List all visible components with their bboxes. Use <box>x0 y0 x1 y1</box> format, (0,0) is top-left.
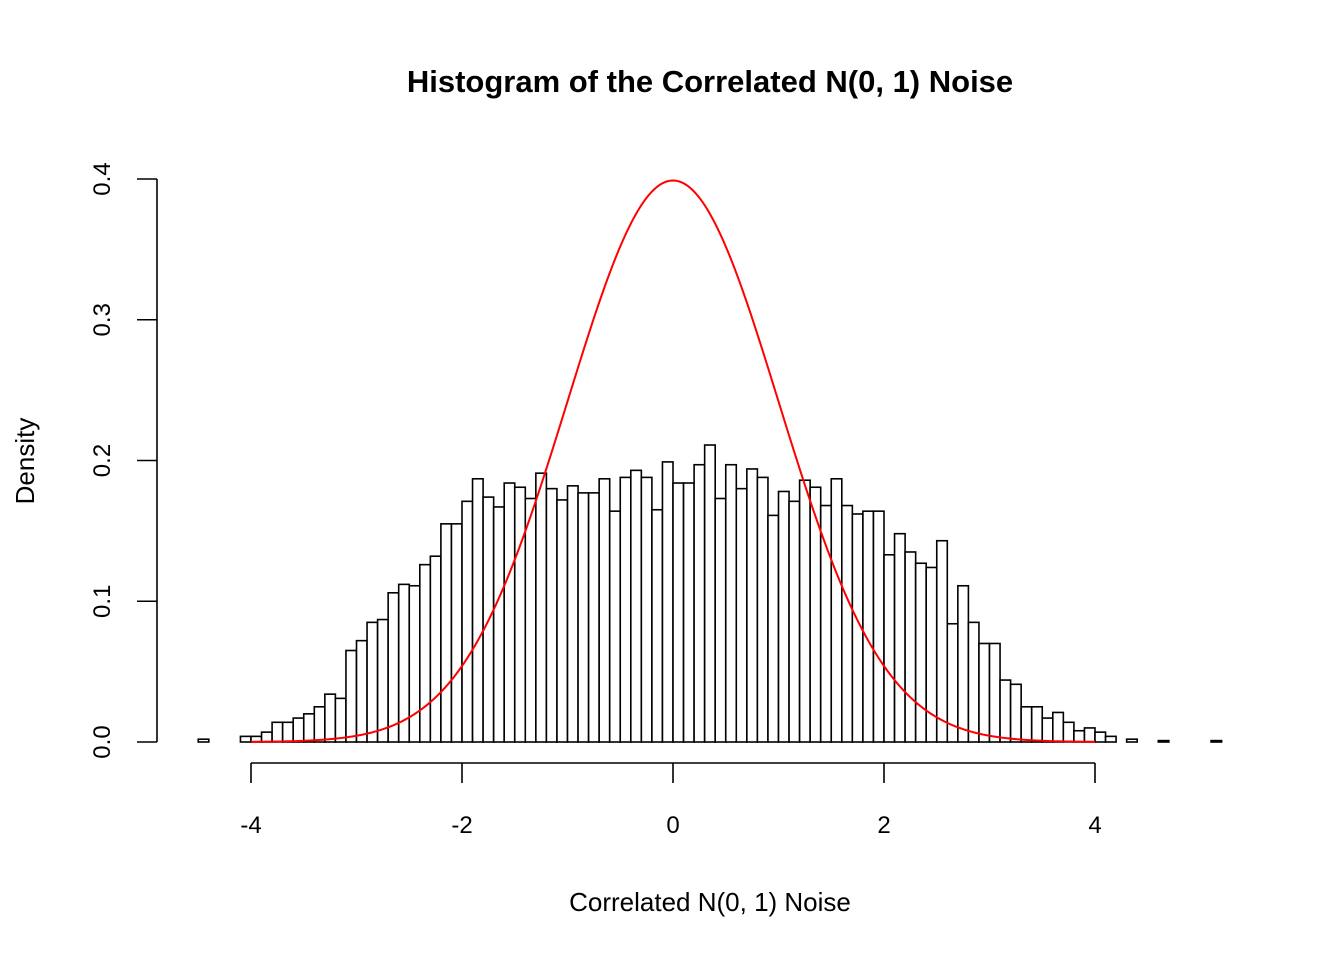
histogram-bar <box>450 523 463 743</box>
histogram-bar <box>440 523 453 743</box>
y-axis: 0.0 0.1 0.2 0.3 0.4 <box>89 162 158 759</box>
x-axis-title: Correlated N(0, 1) Noise <box>569 887 851 917</box>
histogram-bar <box>904 551 917 743</box>
histogram-bar <box>503 482 516 743</box>
histogram-bar <box>830 477 843 743</box>
y-axis-title: Density <box>10 418 40 505</box>
x-tick-label: 2 <box>877 812 890 839</box>
x-tick-label: 4 <box>1088 812 1101 839</box>
histogram-bar <box>292 717 305 743</box>
histogram-bar <box>566 485 579 743</box>
histogram-bar <box>366 621 379 743</box>
histogram-bar <box>556 499 569 743</box>
histogram-bar <box>767 514 780 743</box>
histogram-bar <box>598 477 611 743</box>
y-tick-label: 0.2 <box>89 444 116 477</box>
histogram-bar <box>978 642 991 743</box>
y-tick-label: 0.3 <box>89 303 116 336</box>
histogram-bar <box>1030 706 1044 743</box>
histogram-bar <box>967 621 980 743</box>
histogram-bar <box>535 472 548 743</box>
x-tick-label: 0 <box>666 812 679 839</box>
histogram-bar <box>461 500 474 743</box>
histogram-bars <box>197 444 1223 743</box>
histogram-bar <box>355 639 368 743</box>
histogram-bar <box>619 476 632 743</box>
histogram-bar <box>376 618 389 743</box>
histogram-bar <box>545 487 558 743</box>
histogram-bar <box>661 461 674 743</box>
normal-density-curve <box>250 179 1096 743</box>
histogram-bar <box>387 592 400 743</box>
y-tick-label: 0.0 <box>89 725 116 758</box>
histogram-bar <box>1094 731 1107 743</box>
histogram-bar <box>724 463 738 743</box>
histogram-bar <box>1052 711 1065 743</box>
histogram-bar <box>798 479 811 743</box>
histogram-bar <box>957 584 970 743</box>
histogram-bar <box>471 477 484 743</box>
histogram-bar <box>693 463 706 743</box>
histogram-bar <box>914 562 928 743</box>
histogram-bar <box>587 492 600 743</box>
histogram-bar <box>1157 739 1170 743</box>
histogram-bar <box>714 497 727 743</box>
histogram-bar <box>260 731 273 743</box>
histogram-bar <box>302 713 316 743</box>
x-axis: -4 -2 0 2 4 <box>240 762 1102 839</box>
histogram-bar <box>513 486 527 743</box>
histogram-bar <box>999 679 1012 743</box>
histogram-bar <box>1104 735 1117 743</box>
histogram-bar <box>334 697 347 743</box>
histogram-bar <box>1009 683 1022 743</box>
histogram-bar <box>682 482 695 743</box>
histogram-bar <box>1073 729 1086 743</box>
histogram-bar <box>651 508 664 743</box>
histogram-bar <box>629 469 643 743</box>
histogram-bar <box>746 468 759 743</box>
histogram-bar <box>703 444 717 743</box>
histogram-bar <box>1125 738 1139 743</box>
histogram-bar <box>324 693 337 743</box>
histogram-bar <box>862 510 875 743</box>
histogram-bar <box>197 738 210 743</box>
histogram-bar <box>271 721 284 743</box>
histogram-bar <box>492 506 505 743</box>
histogram-bar <box>872 510 885 743</box>
histogram-bar <box>735 487 748 743</box>
histogram-bar <box>777 490 790 743</box>
histogram-bar <box>1062 721 1075 743</box>
histogram-bar <box>1083 727 1096 743</box>
y-tick-label: 0.1 <box>89 585 116 618</box>
histogram-bar <box>1210 739 1223 743</box>
histogram-bar <box>788 500 801 743</box>
histogram-bar <box>313 706 326 743</box>
histogram-bar <box>608 510 622 743</box>
histogram-bar <box>281 721 294 743</box>
histogram-bar <box>418 563 432 743</box>
chart-title: Histogram of the Correlated N(0, 1) Nois… <box>407 64 1013 99</box>
y-tick-label: 0.4 <box>89 162 116 195</box>
histogram-bar <box>819 504 833 743</box>
histogram-bar <box>524 497 537 743</box>
histogram-bar <box>893 532 906 743</box>
histogram-bar <box>239 735 252 743</box>
histogram-bar <box>345 649 358 743</box>
histogram-bar <box>935 539 949 743</box>
histogram-bar <box>577 492 590 743</box>
x-tick-label: -4 <box>240 812 261 839</box>
histogram-bar <box>1020 706 1033 743</box>
histogram-bar <box>429 555 442 743</box>
histogram-bar <box>883 554 896 743</box>
histogram-bar <box>640 476 653 743</box>
histogram-bar <box>756 476 769 743</box>
histogram-bar <box>672 482 685 743</box>
histogram-bar <box>840 504 854 743</box>
histogram-bar <box>988 642 1001 743</box>
histogram-bar <box>408 584 421 743</box>
x-tick-label: -2 <box>451 812 472 839</box>
histogram-bar <box>1041 717 1054 743</box>
